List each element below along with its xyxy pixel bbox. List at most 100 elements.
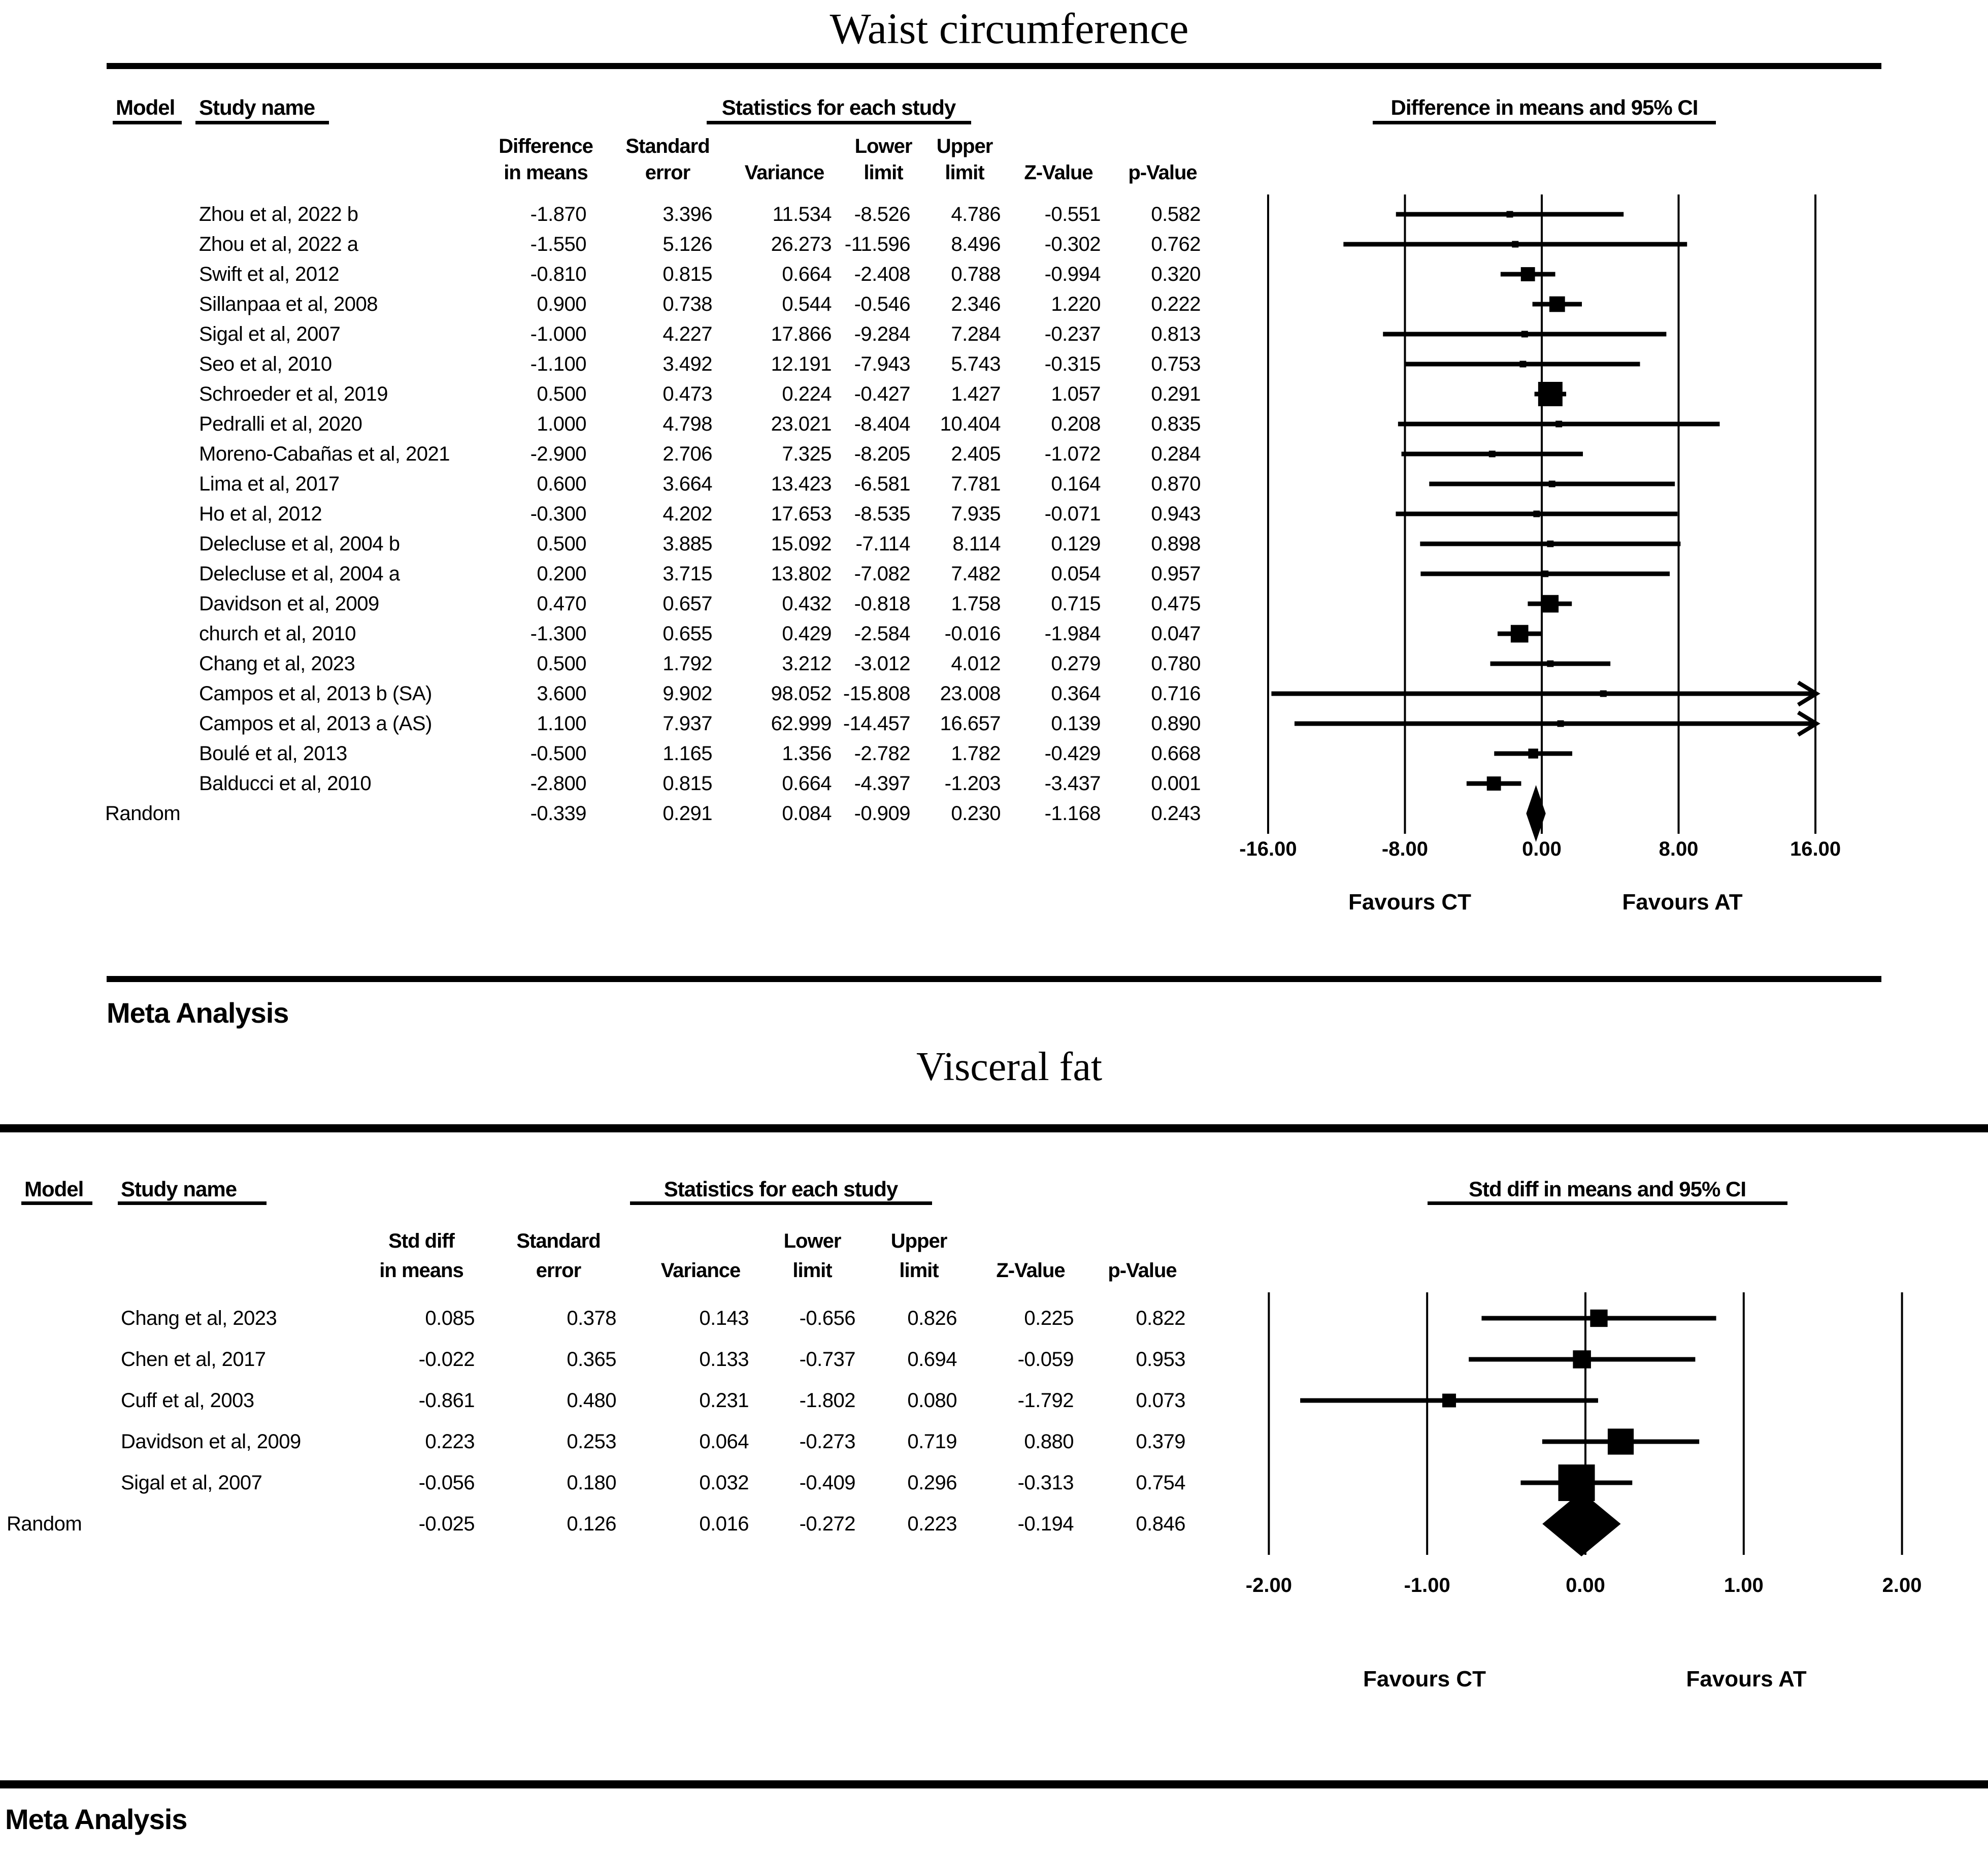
stat-value-upper: 1.758	[951, 593, 1001, 615]
stat-value-z: -0.315	[1044, 353, 1101, 375]
stat-value-z: -0.994	[1044, 263, 1101, 285]
study-name: Swift et al, 2012	[199, 263, 340, 285]
study-name: Lima et al, 2017	[199, 473, 340, 495]
study-name: Sigal et al, 2007	[199, 323, 341, 345]
study-name: Chang et al, 2023	[199, 653, 355, 675]
stat-value-lower: -0.427	[854, 383, 911, 405]
ci-arrow-right	[1797, 710, 1820, 737]
axis-tick-label: -8.00	[1381, 838, 1429, 860]
summary-diamond	[1526, 785, 1546, 842]
stat-value-p: 0.754	[1136, 1472, 1185, 1494]
stat-value-se: 3.885	[662, 533, 712, 555]
stat-value-upper: 10.404	[940, 413, 1001, 435]
panel1-top-rule	[107, 63, 1881, 69]
column-header: Z-Value	[1024, 161, 1093, 184]
stat-value-diff: -0.300	[530, 503, 587, 525]
column-header: limit	[899, 1259, 939, 1282]
stat-value-se: 3.396	[662, 203, 712, 225]
stat-value-variance: 98.052	[771, 682, 832, 705]
column-header: error	[645, 161, 690, 184]
stat-value-p: 0.890	[1151, 712, 1201, 735]
stat-value-variance: 0.084	[782, 802, 832, 825]
study-name: Random	[105, 802, 181, 825]
stat-value-p: 0.073	[1136, 1389, 1185, 1412]
stat-value-lower: -3.012	[854, 653, 911, 675]
stat-value-upper: 0.080	[907, 1389, 957, 1412]
panel1-favours-left-label: Favours CT	[1348, 890, 1472, 915]
stat-value-z: -0.551	[1044, 203, 1101, 225]
stat-value-z: 0.054	[1051, 563, 1101, 585]
stat-value-p: 0.943	[1151, 503, 1201, 525]
stat-value-diff: 1.000	[537, 413, 586, 435]
stat-value-diff: -0.810	[530, 263, 587, 285]
stat-value-diff: -1.000	[530, 323, 587, 345]
panel1-model-header: Model	[116, 95, 175, 119]
point-estimate-square	[1557, 720, 1564, 727]
stat-value-p: 0.668	[1151, 742, 1201, 765]
stat-value-lower: -4.397	[854, 772, 911, 795]
axis-tick-label: 0.00	[1522, 838, 1562, 860]
stat-value-diff: 0.600	[537, 473, 586, 495]
panel2-favours-right-label: Favours AT	[1686, 1667, 1807, 1691]
stat-value-p: 0.762	[1151, 233, 1201, 255]
stat-value-se: 2.706	[662, 443, 712, 465]
point-estimate-square	[1548, 480, 1555, 487]
stat-value-se: 4.202	[662, 503, 712, 525]
stat-value-z: -0.059	[1017, 1348, 1074, 1371]
stat-value-z: -0.071	[1044, 503, 1101, 525]
stat-value-lower: -11.596	[844, 233, 911, 255]
stat-value-upper: 7.284	[951, 323, 1001, 345]
stat-value-se: 3.664	[662, 473, 712, 495]
panel2-model-underline	[21, 1201, 92, 1205]
stat-value-diff: -1.100	[530, 353, 587, 375]
stat-value-p: 0.835	[1151, 413, 1201, 435]
stat-value-lower: -0.272	[799, 1513, 856, 1535]
panel2-effect-underline	[1428, 1201, 1787, 1205]
panel1-bottom-rule	[107, 976, 1881, 982]
stat-value-upper: 0.788	[951, 263, 1001, 285]
stat-value-p: 0.243	[1151, 802, 1201, 825]
stat-value-upper: 0.230	[951, 802, 1001, 825]
stat-value-variance: 0.231	[699, 1389, 749, 1412]
stat-value-diff: -0.056	[418, 1472, 475, 1494]
stat-value-se: 0.655	[662, 623, 712, 645]
stat-value-variance: 0.664	[782, 772, 832, 795]
axis-tick-label: -2.00	[1245, 1574, 1292, 1597]
stat-value-z: -1.168	[1044, 802, 1101, 825]
stat-value-z: 0.208	[1051, 413, 1101, 435]
study-name: Campos et al, 2013 a (AS)	[199, 712, 432, 735]
point-estimate-square	[1547, 540, 1554, 547]
stat-value-variance: 17.866	[771, 323, 832, 345]
study-name: Sillanpaa et al, 2008	[199, 293, 378, 315]
panel2-model-header: Model	[24, 1177, 84, 1201]
stat-value-diff: -2.800	[530, 772, 587, 795]
stat-value-lower: -0.737	[799, 1348, 856, 1371]
stat-value-variance: 13.423	[771, 473, 832, 495]
stat-value-variance: 3.212	[782, 653, 832, 675]
stat-value-variance: 15.092	[771, 533, 832, 555]
column-header: Lower	[783, 1230, 842, 1252]
stat-value-p: 0.291	[1151, 383, 1201, 405]
axis-tick-label: -16.00	[1239, 838, 1297, 860]
stat-value-p: 0.898	[1151, 533, 1201, 555]
study-name: Delecluse et al, 2004 b	[199, 533, 400, 555]
stat-value-z: -0.237	[1044, 323, 1101, 345]
stat-value-lower: -8.526	[854, 203, 911, 225]
column-header: p-Value	[1128, 161, 1197, 184]
stat-value-diff: -0.339	[530, 802, 587, 825]
stat-value-z: -1.072	[1044, 443, 1101, 465]
stat-value-diff: 0.500	[537, 653, 586, 675]
stat-value-se: 4.798	[662, 413, 712, 435]
stat-value-lower: -15.808	[843, 682, 911, 705]
study-name: Cuff et al, 2003	[121, 1389, 254, 1412]
column-header: limit	[945, 161, 984, 184]
study-name: Random	[7, 1513, 82, 1535]
stat-value-upper: 5.743	[951, 353, 1001, 375]
stat-value-lower: -14.457	[843, 712, 911, 735]
point-estimate-square	[1555, 420, 1563, 428]
stat-value-p: 0.780	[1151, 653, 1201, 675]
study-name: Schroeder et al, 2019	[199, 383, 388, 405]
panel2-top-rule	[0, 1124, 1988, 1132]
stat-value-variance: 0.544	[782, 293, 832, 315]
stat-value-z: -3.437	[1044, 772, 1101, 795]
